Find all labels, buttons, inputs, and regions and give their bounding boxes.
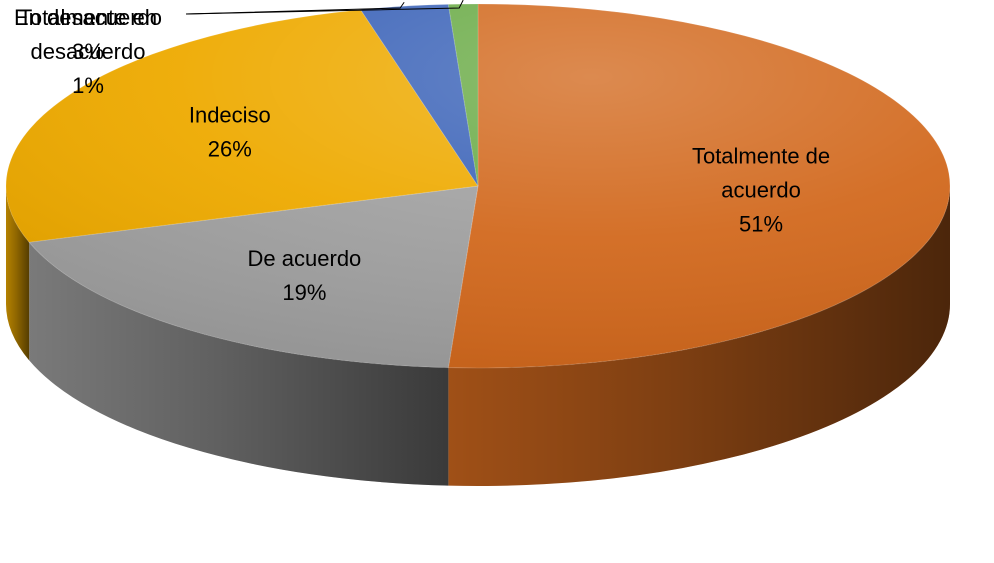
pie-top-faces	[5, 3, 951, 369]
data-label-en-desacuerdo: En desacuerdo 3%	[14, 5, 162, 64]
data-label-totalmente-en-desacuerdo: Totalmente en desacuerdo 1%	[19, 5, 157, 98]
pie-labels: Totalmente de acuerdo 51% De acuerdo 19% Inde…	[14, 0, 830, 305]
pie-side-shade-totalmente-de-acuerdo	[448, 186, 950, 486]
data-label-indeciso: Indeciso 26%	[189, 103, 271, 162]
data-label-de-acuerdo: De acuerdo 19%	[248, 246, 362, 305]
leader-line-totalmente-en-desacuerdo	[185, 0, 464, 15]
data-label-totalmente-de-acuerdo: Totalmente de acuerdo 51%	[692, 144, 830, 237]
